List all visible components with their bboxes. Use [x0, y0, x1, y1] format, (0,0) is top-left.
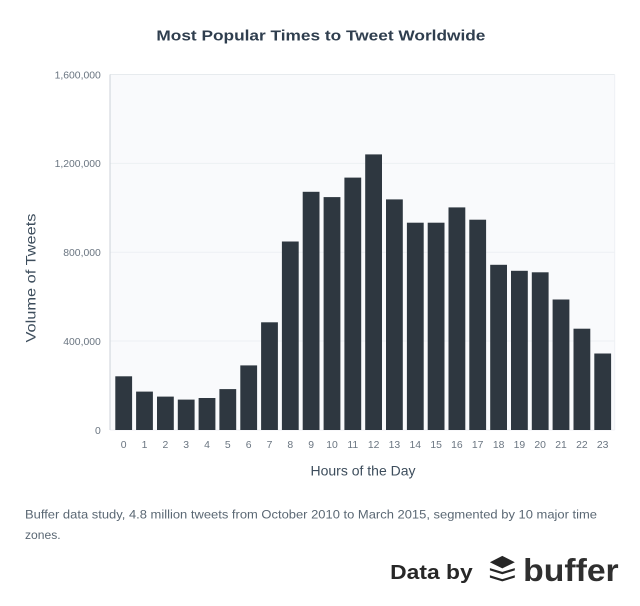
svg-text:16: 16	[451, 440, 463, 451]
svg-text:Most Popular Times to Tweet Wo: Most Popular Times to Tweet Worldwide	[156, 29, 485, 45]
svg-text:22: 22	[576, 440, 588, 451]
svg-text:8: 8	[287, 440, 293, 451]
svg-text:3: 3	[183, 440, 189, 451]
svg-text:Hours of the Day: Hours of the Day	[311, 463, 416, 478]
svg-text:12: 12	[368, 440, 380, 451]
svg-text:0: 0	[95, 426, 101, 437]
svg-text:4: 4	[204, 440, 210, 451]
svg-text:13: 13	[389, 440, 401, 451]
svg-text:11: 11	[347, 440, 358, 451]
svg-text:400,000: 400,000	[63, 337, 101, 348]
svg-text:10: 10	[326, 440, 338, 451]
svg-text:Buffer data study, 4.8 million: Buffer data study, 4.8 million tweets fr…	[25, 507, 597, 521]
svg-text:0: 0	[121, 440, 127, 451]
svg-text:1,200,000: 1,200,000	[55, 159, 101, 170]
svg-text:1: 1	[142, 440, 148, 451]
svg-text:1,600,000: 1,600,000	[55, 70, 101, 81]
svg-text:zones.: zones.	[25, 528, 61, 542]
svg-text:21: 21	[555, 440, 567, 451]
svg-text:buffer: buffer	[523, 553, 619, 588]
svg-text:17: 17	[472, 440, 484, 451]
svg-text:18: 18	[493, 440, 505, 451]
svg-text:9: 9	[308, 440, 314, 451]
svg-text:19: 19	[514, 440, 526, 451]
svg-text:5: 5	[225, 440, 231, 451]
svg-text:14: 14	[410, 440, 422, 451]
svg-text:800,000: 800,000	[63, 248, 101, 259]
svg-text:23: 23	[597, 440, 609, 451]
svg-text:7: 7	[267, 440, 273, 451]
svg-text:Volume of Tweets: Volume of Tweets	[24, 213, 39, 342]
svg-text:20: 20	[534, 440, 546, 451]
svg-text:2: 2	[163, 440, 169, 451]
svg-text:6: 6	[246, 440, 252, 451]
svg-text:15: 15	[430, 440, 442, 451]
svg-text:Data by: Data by	[390, 561, 473, 584]
